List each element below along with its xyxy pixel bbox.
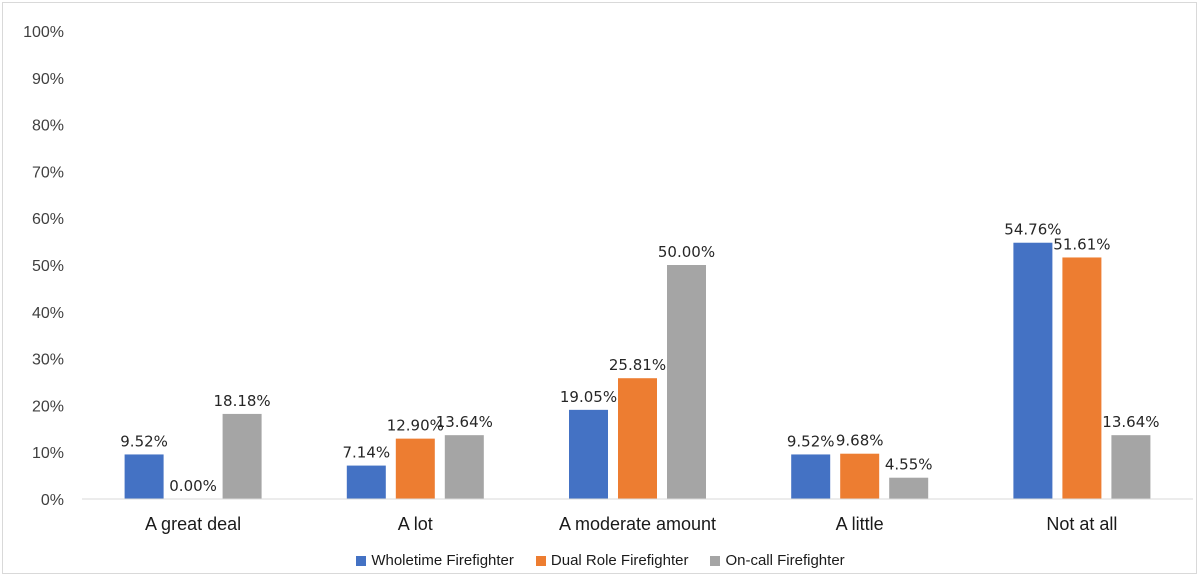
bar (889, 477, 929, 499)
bar (569, 409, 608, 499)
legend-item: On-call Firefighter (710, 552, 845, 569)
y-tick-label: 90% (32, 71, 64, 88)
y-tick-label: 10% (32, 445, 64, 462)
y-tick-label: 100% (23, 24, 64, 41)
category-label: Not at all (1046, 514, 1117, 534)
bar (840, 453, 880, 499)
legend-label: On-call Firefighter (725, 552, 845, 569)
data-label: 19.05% (560, 388, 617, 406)
y-tick-label: 0% (41, 492, 64, 509)
data-label: 9.52% (787, 432, 835, 450)
legend-swatch (535, 555, 546, 566)
category-label: A moderate amount (559, 514, 716, 534)
data-label: 13.64% (1102, 413, 1159, 431)
bar (222, 413, 262, 499)
data-label: 9.68% (836, 432, 884, 450)
data-label: 12.90% (387, 417, 444, 435)
bar (1062, 257, 1102, 499)
bar (791, 454, 831, 499)
bar (444, 435, 484, 499)
category-labels-group: A great deal A lot A moderate amount A litt… (145, 514, 1117, 534)
bar (124, 454, 164, 499)
data-label: 51.61% (1053, 235, 1110, 253)
y-tick-label: 70% (32, 164, 64, 181)
data-label: 50.00% (658, 243, 715, 261)
data-labels-group: 9.52%0.00%18.18%7.14%12.90%13.64%19.05%2… (120, 221, 1159, 495)
data-label: 0.00% (169, 477, 217, 495)
bar (618, 378, 657, 499)
data-label: 13.64% (436, 413, 493, 431)
data-label: 9.52% (120, 432, 168, 450)
data-label: 4.55% (885, 456, 933, 474)
legend-label: Wholetime Firefighter (371, 552, 514, 569)
bar (395, 438, 435, 499)
y-tick-label: 50% (32, 258, 64, 275)
y-tick-label: 80% (32, 118, 64, 135)
legend-label: Dual Role Firefighter (550, 552, 689, 569)
y-axis: 0% 10% 20% 30% 40% 50% 60% 70% 80% 90% 100% (23, 24, 64, 509)
bar (346, 465, 386, 499)
data-label: 7.14% (342, 444, 390, 462)
legend-item: Dual Role Firefighter (535, 552, 689, 569)
data-label: 54.76% (1004, 221, 1061, 239)
bar (1013, 242, 1053, 499)
bar (667, 265, 706, 499)
category-label: A lot (398, 514, 433, 534)
legend-swatch (710, 555, 721, 566)
data-label: 25.81% (609, 356, 666, 374)
category-label: A great deal (145, 514, 241, 534)
y-tick-label: 30% (32, 352, 64, 369)
bar (1111, 435, 1151, 499)
legend-item: Wholetime Firefighter (356, 552, 514, 569)
y-tick-label: 20% (32, 398, 64, 415)
data-label: 18.18% (213, 392, 270, 410)
category-label: A little (836, 514, 884, 534)
legend-swatch (356, 555, 367, 566)
legend: Wholetime Firefighter Dual Role Firefight… (0, 552, 1201, 569)
bars-group (124, 242, 1151, 499)
y-tick-label: 40% (32, 305, 64, 322)
y-tick-label: 60% (32, 211, 64, 228)
